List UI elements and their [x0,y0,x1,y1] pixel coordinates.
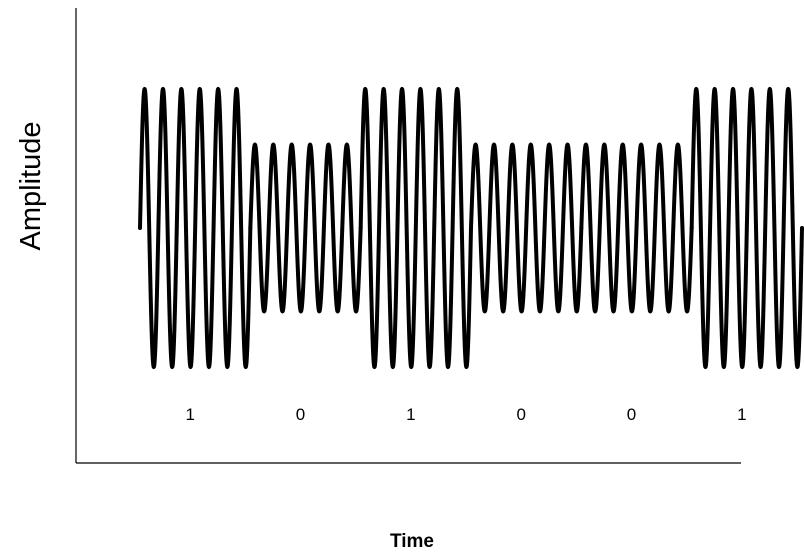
y-axis-label: Amplitude [15,122,47,251]
wave-segment-bit-6 [689,87,804,369]
wave-segment-bit-2 [248,142,363,314]
bit-label-6: 1 [737,405,746,424]
bit-label-3: 1 [406,405,415,424]
x-axis-label: Time [390,531,434,552]
wave-segment-bit-4 [469,142,584,314]
wave-segment-bit-5 [579,142,694,314]
bit-label-2: 0 [296,405,305,424]
wave-segment-bit-1 [138,87,253,369]
bit-label-5: 0 [627,405,636,424]
wave-segment-bit-3 [358,87,473,369]
bit-label-1: 1 [185,405,194,424]
bit-labels: 1 0 1 0 0 1 [185,405,746,424]
bit-label-4: 0 [516,405,525,424]
modulated-waveform [138,87,804,369]
